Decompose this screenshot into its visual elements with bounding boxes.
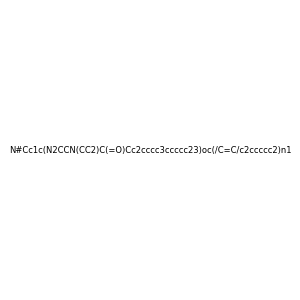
Text: N#Cc1c(N2CCN(CC2)C(=O)Cc2cccc3ccccc23)oc(/C=C/c2ccccc2)n1: N#Cc1c(N2CCN(CC2)C(=O)Cc2cccc3ccccc23)oc… (9, 146, 291, 154)
